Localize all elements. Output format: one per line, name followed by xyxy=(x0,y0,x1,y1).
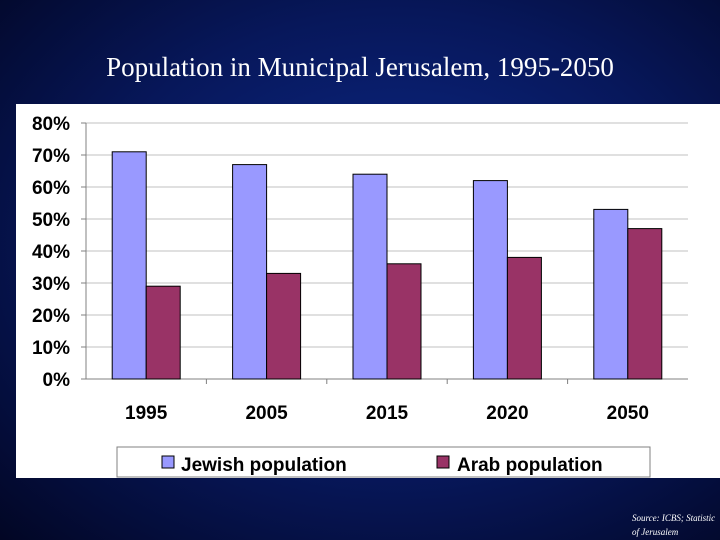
legend-label-arab: Arab population xyxy=(457,455,603,476)
y-tick-label: 30% xyxy=(32,274,70,295)
x-axis-ticks: 1995 2005 2015 2020 2050 xyxy=(125,379,649,424)
bar-jewish-2050 xyxy=(593,208,629,380)
bar-arab-1995 xyxy=(145,285,181,380)
x-tick-label: 1995 xyxy=(125,403,168,424)
bar-jewish-2005 xyxy=(232,164,268,380)
bar-jewish-2020 xyxy=(472,180,508,380)
y-tick-label: 40% xyxy=(32,242,70,263)
y-tick-label: 20% xyxy=(32,306,70,327)
bar-arab-2050 xyxy=(627,228,663,380)
bar-jewish-2015 xyxy=(352,173,388,380)
slide-title: Population in Municipal Jerusalem, 1995-… xyxy=(106,52,614,82)
x-tick-label: 2050 xyxy=(607,403,649,424)
chart-panel: 0% 10% 20% 30% 40% 50% 60% 70% 80% 1995 2005 2015 2… xyxy=(16,104,720,478)
x-tick-label: 2005 xyxy=(245,403,288,424)
legend: Jewish population Arab population xyxy=(116,446,651,478)
bars xyxy=(111,151,663,380)
y-tick-label: 10% xyxy=(32,338,70,359)
y-tick-label: 70% xyxy=(32,146,70,167)
y-axis-ticks: 0% 10% 20% 30% 40% 50% 60% 70% 80% xyxy=(32,114,688,391)
bar-arab-2005 xyxy=(266,272,302,380)
legend-swatch-jewish xyxy=(161,455,175,469)
x-tick-label: 2020 xyxy=(486,403,528,424)
legend-swatch-arab xyxy=(436,455,450,469)
y-tick-label: 80% xyxy=(32,114,70,135)
source-line-1: Source: ICBS; Statistic xyxy=(632,513,716,523)
source-line-2: of Jerusalem xyxy=(632,527,679,537)
legend-box xyxy=(116,446,651,478)
bar-arab-2015 xyxy=(386,263,422,380)
y-tick-label: 0% xyxy=(43,370,71,391)
y-tick-label: 50% xyxy=(32,210,70,231)
y-tick-label: 60% xyxy=(32,178,70,199)
bar-chart: 0% 10% 20% 30% 40% 50% 60% 70% 80% 1995 2005 2015 2… xyxy=(32,114,688,478)
source-note: Source: ICBS; Statistic of Jerusalem xyxy=(632,511,720,539)
bar-jewish-1995 xyxy=(111,151,147,380)
bar-arab-2020 xyxy=(506,256,542,380)
x-tick-label: 2015 xyxy=(366,403,409,424)
legend-label-jewish: Jewish population xyxy=(181,455,347,476)
